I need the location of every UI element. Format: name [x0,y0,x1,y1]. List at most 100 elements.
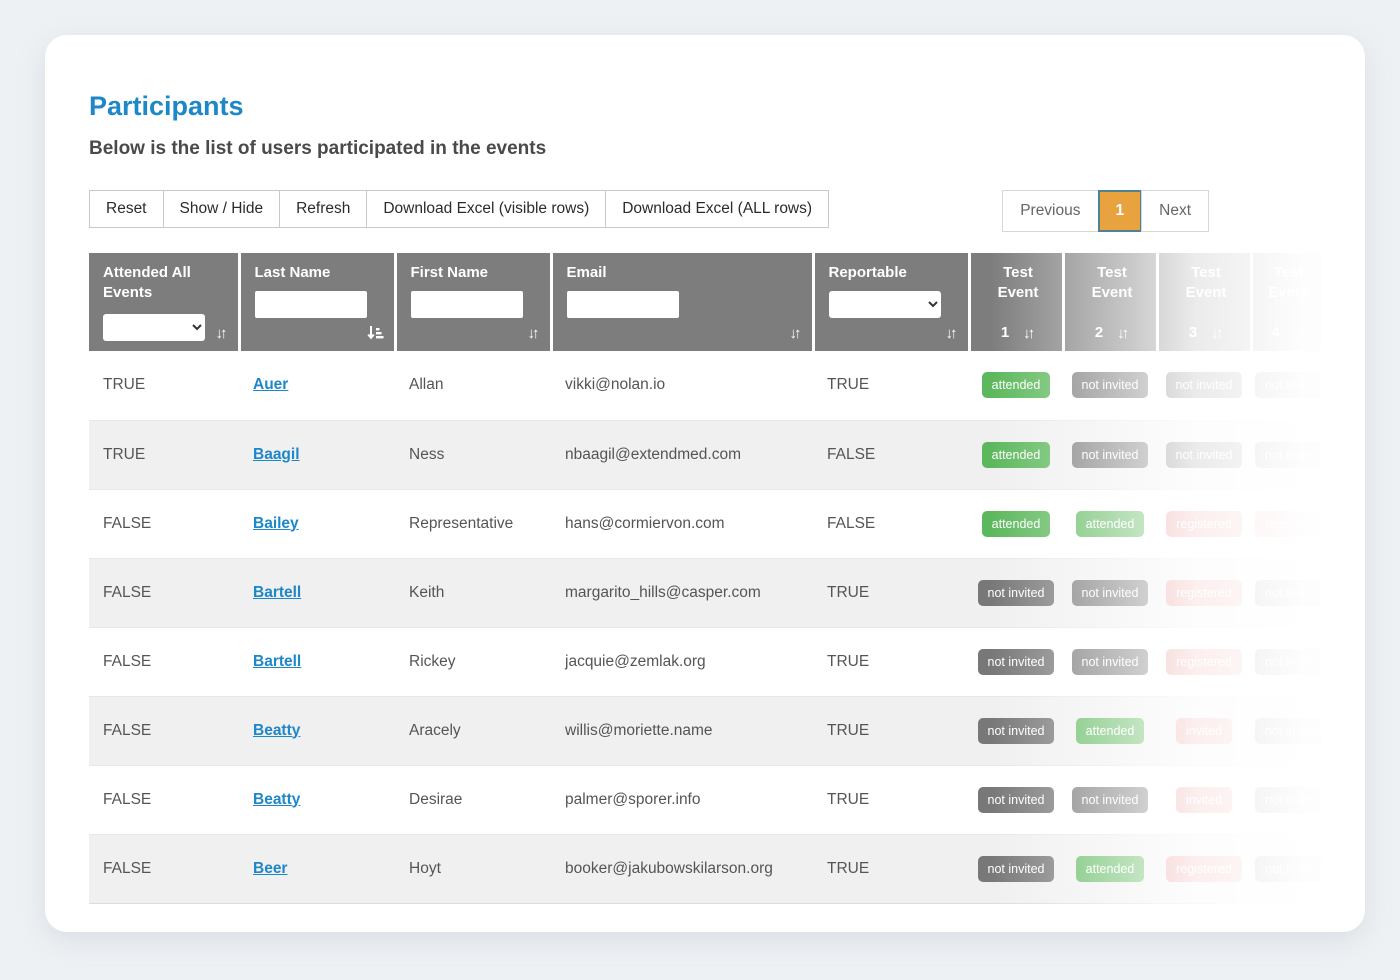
cell-test-event-1: not invited [969,696,1063,765]
sort-icon[interactable]: ↓↑ [527,325,540,342]
status-badge: not invited [1165,441,1243,468]
cell-test-event-3: invited [1157,765,1251,834]
cell-attended-all-events: FALSE [103,583,152,601]
table-row: TRUE Baagil Ness nbaagil@extendmed.com F… [89,420,1321,489]
participants-table-wrap: Attended All Events ↓↑ Last Name [89,253,1321,904]
column-label: Email [566,264,607,281]
status-badge: not invited [977,855,1055,882]
last-name-link[interactable]: Beatty [253,721,301,739]
sort-icon[interactable]: ↓↑ [789,325,802,342]
show-hide-button[interactable]: Show / Hide [162,190,281,228]
column-header-test-event-4: Test Event 4 ↓↑ [1249,253,1321,351]
participants-table: Attended All Events ↓↑ Last Name [89,253,1321,904]
reset-button[interactable]: Reset [89,190,164,228]
status-badge: registered [1166,855,1242,882]
first-name-filter-input[interactable] [410,291,523,319]
cell-test-event-1: attended [969,420,1063,489]
cell-test-event-2: not invited [1063,351,1157,420]
status-badge: attended [981,372,1051,399]
cell-test-event-4: not invited [1251,558,1321,627]
cell-test-event-3: registered [1157,834,1251,903]
status-badge: not invited [1071,648,1149,675]
cell-reportable: FALSE [827,514,876,532]
participants-card: Participants Below is the list of users … [45,35,1365,932]
column-header-reportable: Reportable ↓↑ [811,253,969,351]
last-name-link[interactable]: Bartell [253,583,302,601]
reportable-filter-select[interactable] [828,291,941,319]
cell-last-name: Beatty [239,765,395,834]
sort-icon[interactable]: ↓↑ [1023,325,1035,342]
column-header-test-event-1: Test Event 1 ↓↑ [967,253,1063,351]
cell-test-event-4: not invited [1251,420,1321,489]
cell-test-event-4: registered [1251,489,1321,558]
next-page-button[interactable]: Next [1141,190,1209,232]
toolbar: Reset Show / Hide Refresh Download Excel… [89,190,1321,232]
cell-test-event-1: not invited [969,627,1063,696]
current-page-button[interactable]: 1 [1097,190,1143,232]
column-label: Test Event [997,264,1039,302]
column-header-test-event-3: Test Event 3 ↓↑ [1155,253,1251,351]
cell-first-name: Hoyt [409,859,441,877]
last-name-link[interactable]: Bartell [253,652,302,670]
last-name-link[interactable]: Beatty [253,790,301,808]
cell-test-event-1: not invited [969,765,1063,834]
sort-icon[interactable]: ↓↑ [945,325,958,342]
download-excel-all-button[interactable]: Download Excel (ALL rows) [605,190,830,228]
column-label: Reportable [828,264,907,281]
cell-test-event-3: registered [1157,489,1251,558]
sort-icon[interactable]: ↓↑ [1211,325,1223,342]
cell-test-event-2: not invited [1063,420,1157,489]
column-label: First Name [410,264,489,281]
last-name-filter-input[interactable] [254,290,367,318]
column-header-last-name: Last Name [237,253,395,351]
status-badge: invited [1175,717,1233,744]
cell-email: vikki@nolan.io [565,376,666,394]
cell-first-name: Aracely [409,721,461,739]
column-header-attended-all-events: Attended All Events ↓↑ [89,253,239,351]
table-row: FALSE Beer Hoyt booker@jakubowskilarson.… [89,834,1321,903]
cell-first-name: Ness [409,445,445,463]
previous-page-button[interactable]: Previous [1002,190,1099,232]
cell-test-event-4: not invited [1251,351,1321,420]
refresh-button[interactable]: Refresh [279,190,368,228]
sort-icon[interactable]: ↓↑ [1117,325,1129,342]
cell-test-event-1: not invited [969,834,1063,903]
last-name-link[interactable]: Beer [253,859,288,877]
cell-email: booker@jakubowskilarson.org [565,859,773,877]
table-actions-group: Reset Show / Hide Refresh Download Excel… [89,190,830,228]
last-name-link[interactable]: Baagil [253,445,300,463]
cell-last-name: Beatty [239,696,395,765]
cell-reportable: TRUE [827,583,870,601]
column-header-first-name: First Name ↓↑ [393,253,551,351]
header-row: Attended All Events ↓↑ Last Name [89,253,1321,351]
sort-icon[interactable]: ↓↑ [215,325,228,342]
cell-last-name: Bartell [239,558,395,627]
page-subtitle: Below is the list of users participated … [89,138,547,159]
sort-icon[interactable]: ↓↑ [1293,325,1306,342]
cell-reportable: TRUE [827,376,870,394]
status-badge: not invited [1071,579,1149,606]
sort-ascending-icon[interactable] [366,325,384,341]
event-number: 3 [1188,324,1198,341]
attended-all-events-filter-select[interactable] [103,314,205,341]
last-name-link[interactable]: Auer [253,376,289,394]
column-label: Test Event [1091,264,1133,302]
cell-test-event-3: registered [1157,558,1251,627]
status-badge: not invited [977,579,1055,606]
status-badge: registered [1166,648,1242,675]
cell-attended-all-events: FALSE [103,652,152,670]
download-excel-visible-button[interactable]: Download Excel (visible rows) [366,190,607,228]
table-row: TRUE Auer Allan vikki@nolan.io TRUE atte… [89,351,1321,420]
cell-test-event-3: not invited [1157,351,1251,420]
last-name-link[interactable]: Bailey [253,514,299,532]
status-badge: attended [1075,855,1145,882]
table-row: FALSE Bailey Representative hans@cormier… [89,489,1321,558]
cell-email: margarito_hills@casper.com [565,583,761,601]
cell-test-event-3: invited [1157,696,1251,765]
status-badge: attended [981,510,1051,537]
event-number: 2 [1094,324,1104,341]
email-filter-input[interactable] [566,291,679,319]
status-badge: not invited [977,648,1055,675]
cell-email: palmer@sporer.info [565,790,701,808]
status-badge: not invited [977,717,1055,744]
